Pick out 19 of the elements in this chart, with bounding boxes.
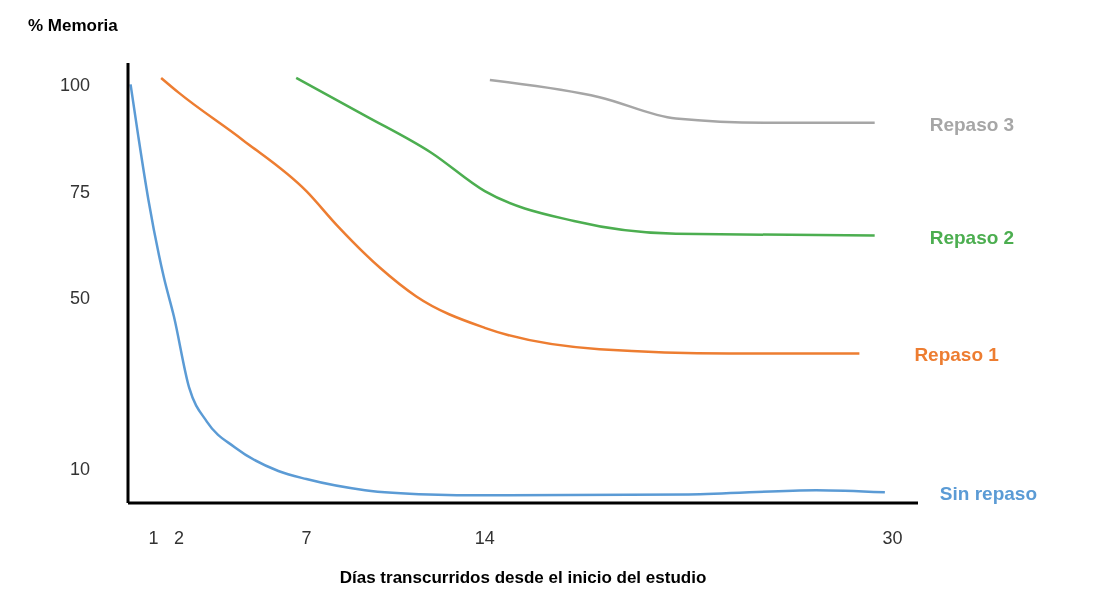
text: Sin repaso [939, 483, 1038, 505]
text: Repaso 1 [914, 344, 1000, 366]
y-tick-label: 75 [69, 181, 90, 202]
x-axis-title: Días transcurridos desde el inicio del estudio [339, 568, 707, 587]
line-series [129, 83, 887, 497]
line-series [294, 76, 876, 237]
x-tick-label: 1 [148, 527, 159, 548]
y-axis-title: % Memoria [28, 16, 118, 36]
y-tick-label: 10 [69, 459, 90, 480]
y-tick-label: 100 [59, 74, 90, 95]
text: Repaso 2 [929, 226, 1015, 248]
x-tick-label: 7 [301, 527, 312, 548]
x-tick-label: 14 [474, 527, 495, 548]
line-series [159, 76, 861, 355]
line-series [488, 78, 876, 125]
x-tick-label: 30 [882, 527, 903, 548]
x-tick-label: 2 [173, 527, 184, 548]
text: Repaso 3 [929, 113, 1015, 135]
y-tick-label: 50 [69, 288, 90, 309]
